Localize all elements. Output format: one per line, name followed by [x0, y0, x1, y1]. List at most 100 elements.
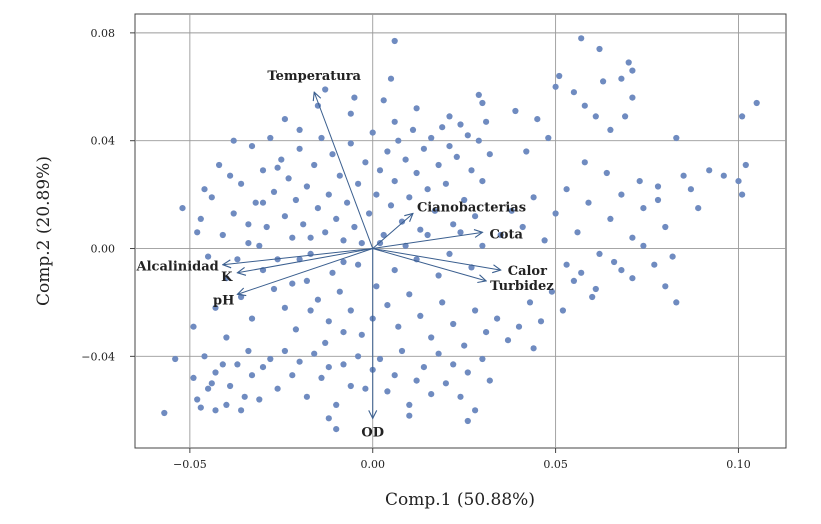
data-point	[303, 277, 310, 284]
data-point	[223, 401, 230, 408]
data-point	[281, 116, 288, 123]
data-point	[720, 172, 727, 179]
data-point	[333, 215, 340, 222]
data-point	[190, 374, 197, 381]
data-point	[248, 143, 256, 150]
data-point	[512, 107, 519, 115]
y-tick-label: 0.08	[91, 27, 116, 40]
data-point	[673, 134, 680, 142]
data-point	[219, 361, 226, 368]
data-point	[486, 151, 493, 158]
data-point	[391, 37, 398, 45]
data-point	[373, 191, 380, 198]
data-point	[640, 205, 647, 212]
data-point	[472, 407, 479, 414]
data-point	[238, 293, 245, 301]
data-point	[194, 229, 201, 236]
data-point	[205, 385, 212, 392]
data-point	[483, 329, 490, 336]
data-point	[662, 223, 669, 231]
data-point	[234, 256, 241, 263]
data-point	[347, 382, 354, 390]
data-point	[578, 35, 585, 42]
data-point	[435, 350, 442, 357]
data-point	[406, 291, 413, 298]
data-point	[618, 191, 625, 198]
data-point	[442, 380, 449, 387]
data-point	[172, 355, 179, 363]
y-tick-label: −0.04	[81, 350, 115, 363]
data-point	[640, 242, 647, 249]
y-axis-title: Comp.2 (20.89%)	[34, 156, 54, 306]
data-point	[259, 199, 267, 206]
loading-vector-arrow	[372, 232, 483, 250]
data-point	[563, 186, 570, 193]
data-point	[325, 191, 332, 198]
data-point	[303, 183, 310, 190]
data-point	[322, 86, 329, 93]
data-point	[318, 374, 325, 381]
data-point	[274, 164, 281, 171]
loading-vector-arrow	[237, 248, 373, 295]
data-point	[673, 299, 680, 306]
data-point	[307, 234, 314, 241]
data-point	[238, 407, 245, 414]
data-point	[248, 315, 256, 322]
data-point	[654, 196, 662, 204]
x-tick-label: 0.10	[726, 458, 751, 471]
data-point	[230, 137, 237, 144]
data-point	[402, 156, 409, 163]
data-point	[333, 401, 340, 408]
data-point	[219, 231, 226, 239]
data-point	[687, 186, 695, 193]
data-point	[197, 404, 204, 411]
data-point	[245, 240, 252, 247]
data-point	[578, 269, 585, 276]
data-point	[303, 393, 310, 400]
loading-vector-arrow	[372, 213, 413, 249]
data-point	[376, 167, 384, 174]
data-point	[263, 223, 270, 231]
data-point	[735, 178, 742, 185]
data-point	[369, 129, 376, 136]
data-point	[552, 83, 559, 90]
data-point	[450, 221, 457, 228]
data-point	[537, 318, 545, 325]
data-point	[607, 215, 614, 222]
data-point	[391, 267, 398, 274]
data-point	[406, 412, 413, 419]
data-point	[256, 396, 263, 403]
data-point	[680, 172, 687, 179]
data-point	[475, 91, 482, 98]
data-point	[530, 194, 537, 201]
data-point	[197, 215, 204, 222]
data-point	[259, 167, 267, 174]
data-point	[355, 180, 362, 187]
data-point	[464, 417, 471, 425]
data-point	[248, 372, 256, 379]
data-point	[475, 137, 482, 144]
data-point	[362, 159, 369, 166]
x-axis-title: Comp.1 (50.88%)	[385, 490, 535, 510]
data-point	[208, 380, 215, 387]
data-point	[238, 180, 245, 187]
data-point	[351, 223, 358, 231]
data-point	[464, 369, 471, 376]
data-point	[439, 124, 446, 131]
data-point	[398, 347, 406, 355]
data-point	[281, 213, 288, 220]
data-point	[413, 169, 420, 177]
data-point	[300, 221, 307, 228]
data-point	[446, 250, 453, 257]
data-point	[376, 355, 384, 363]
data-point	[570, 277, 578, 284]
data-point	[592, 285, 599, 293]
data-point	[424, 231, 431, 239]
data-point	[252, 199, 259, 206]
data-point	[201, 186, 208, 193]
data-point	[358, 331, 365, 338]
data-point	[479, 178, 486, 185]
data-point	[534, 116, 541, 123]
data-point	[428, 134, 435, 142]
